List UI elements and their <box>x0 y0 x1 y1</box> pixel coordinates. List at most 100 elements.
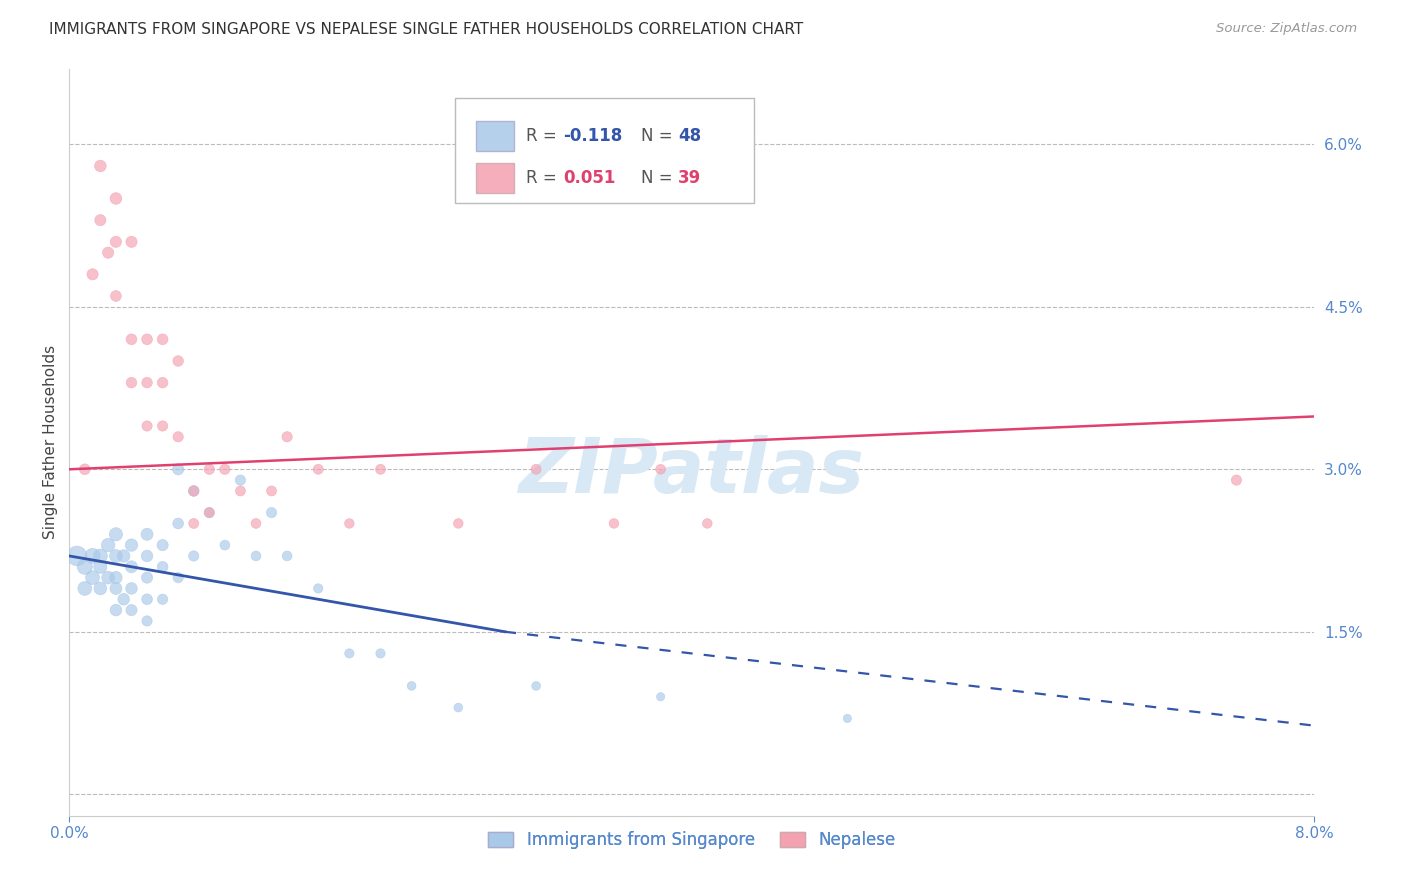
FancyBboxPatch shape <box>477 163 513 193</box>
Point <box>104 527 127 541</box>
Point <box>136 376 159 390</box>
Point <box>524 679 547 693</box>
Point <box>104 571 127 585</box>
Point <box>121 559 143 574</box>
Point <box>307 462 329 476</box>
Point <box>167 571 190 585</box>
Point <box>89 549 111 563</box>
Point <box>167 354 190 368</box>
Point <box>121 235 143 249</box>
FancyBboxPatch shape <box>477 121 513 151</box>
Text: 0.051: 0.051 <box>564 169 616 187</box>
Point <box>198 506 221 520</box>
Point <box>1225 473 1247 487</box>
FancyBboxPatch shape <box>456 98 754 203</box>
Point <box>104 235 127 249</box>
Point <box>89 159 111 173</box>
Point <box>167 462 190 476</box>
Point <box>167 516 190 531</box>
Point <box>82 268 104 282</box>
Point <box>112 592 135 607</box>
Point <box>136 419 159 434</box>
Point <box>696 516 718 531</box>
Point <box>136 614 159 628</box>
Point <box>136 549 159 563</box>
Point <box>121 603 143 617</box>
Point <box>89 582 111 596</box>
Point <box>183 516 205 531</box>
Point <box>82 549 104 563</box>
Point <box>112 549 135 563</box>
Point <box>370 647 392 661</box>
Point <box>183 483 205 498</box>
Point <box>104 192 127 206</box>
Point <box>167 430 190 444</box>
Point <box>837 711 859 725</box>
Point <box>104 549 127 563</box>
Point <box>89 213 111 227</box>
Point <box>276 549 298 563</box>
Text: 48: 48 <box>678 128 702 145</box>
Point <box>214 462 236 476</box>
Point <box>97 245 120 260</box>
Point <box>97 538 120 552</box>
Point <box>97 571 120 585</box>
Text: N =: N = <box>641 169 678 187</box>
Point <box>136 592 159 607</box>
Point <box>136 571 159 585</box>
Point <box>152 559 174 574</box>
Point <box>73 462 96 476</box>
Point <box>524 462 547 476</box>
Point <box>152 538 174 552</box>
Point <box>401 679 423 693</box>
Point <box>447 700 470 714</box>
Point <box>152 376 174 390</box>
Point <box>136 332 159 346</box>
Legend: Immigrants from Singapore, Nepalese: Immigrants from Singapore, Nepalese <box>482 825 901 856</box>
Point <box>229 483 252 498</box>
Text: -0.118: -0.118 <box>564 128 623 145</box>
Text: IMMIGRANTS FROM SINGAPORE VS NEPALESE SINGLE FATHER HOUSEHOLDS CORRELATION CHART: IMMIGRANTS FROM SINGAPORE VS NEPALESE SI… <box>49 22 803 37</box>
Point <box>245 549 267 563</box>
Point <box>276 430 298 444</box>
Point <box>73 559 96 574</box>
Text: R =: R = <box>526 169 562 187</box>
Point <box>82 571 104 585</box>
Point <box>337 647 360 661</box>
Point <box>121 332 143 346</box>
Point <box>104 582 127 596</box>
Y-axis label: Single Father Households: Single Father Households <box>44 345 58 540</box>
Text: 39: 39 <box>678 169 702 187</box>
Point <box>121 376 143 390</box>
Point <box>370 462 392 476</box>
Point <box>136 527 159 541</box>
Point <box>104 603 127 617</box>
Point <box>603 516 626 531</box>
Point <box>66 549 89 563</box>
Point <box>104 289 127 303</box>
Point <box>307 582 329 596</box>
Point <box>337 516 360 531</box>
Point <box>183 549 205 563</box>
Point <box>260 506 283 520</box>
Point <box>89 559 111 574</box>
Point <box>152 419 174 434</box>
Point <box>260 483 283 498</box>
Point <box>152 332 174 346</box>
Point <box>152 592 174 607</box>
Point <box>183 483 205 498</box>
Point <box>121 582 143 596</box>
Point <box>198 462 221 476</box>
Text: ZIPatlas: ZIPatlas <box>519 435 865 509</box>
Text: Source: ZipAtlas.com: Source: ZipAtlas.com <box>1216 22 1357 36</box>
Point <box>198 506 221 520</box>
Text: N =: N = <box>641 128 678 145</box>
Point <box>650 462 672 476</box>
Point <box>229 473 252 487</box>
Point <box>245 516 267 531</box>
Point <box>214 538 236 552</box>
Point <box>650 690 672 704</box>
Point <box>121 538 143 552</box>
Point <box>73 582 96 596</box>
Point <box>447 516 470 531</box>
